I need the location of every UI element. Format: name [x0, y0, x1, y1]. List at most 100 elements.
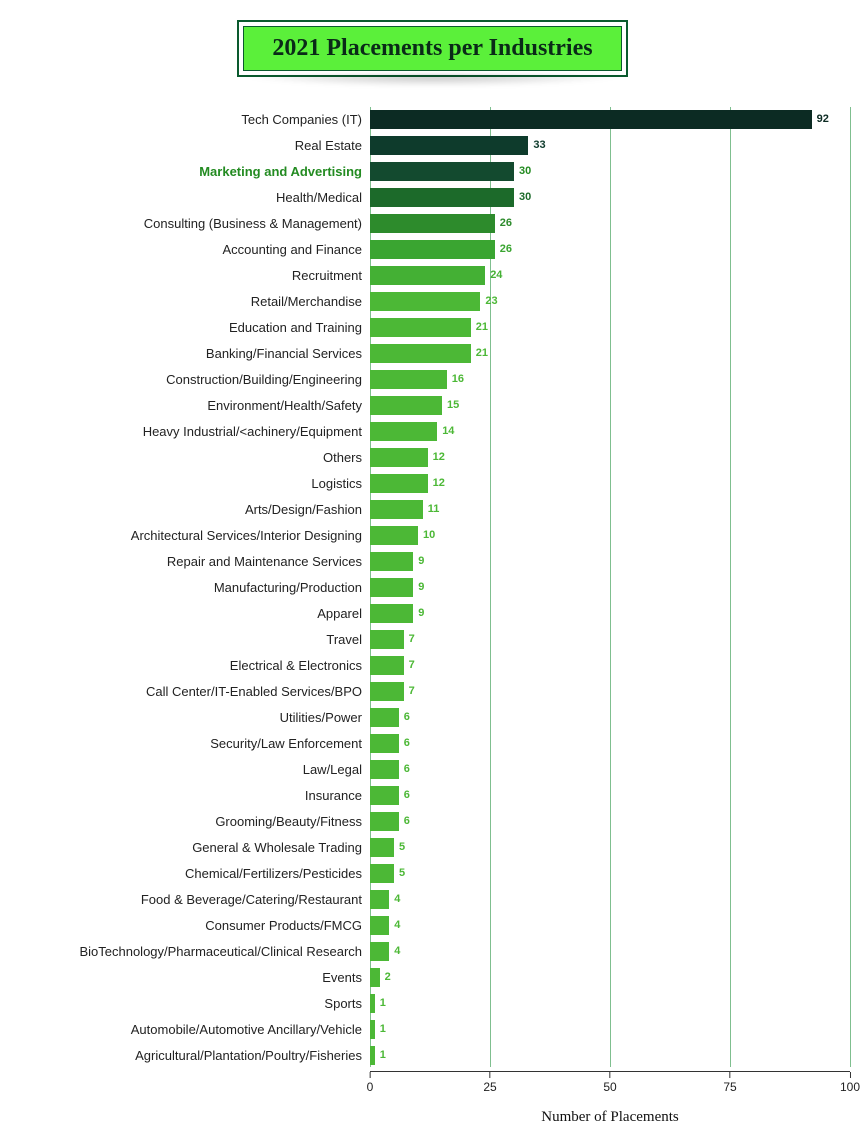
bar-row: Manufacturing/Production9 [370, 575, 850, 599]
bar-label: Electrical & Electronics [22, 658, 362, 673]
bar-row: Security/Law Enforcement6 [370, 731, 850, 755]
bar-row: Architectural Services/Interior Designin… [370, 523, 850, 547]
bar-label: Travel [22, 632, 362, 647]
bar-label: Marketing and Advertising [22, 164, 362, 179]
bar: 30 [370, 162, 514, 181]
bar-value: 2 [385, 971, 391, 983]
bar-label: Grooming/Beauty/Fitness [22, 814, 362, 829]
bar-row: Apparel9 [370, 601, 850, 625]
bar-value: 7 [409, 633, 415, 645]
bar-value: 26 [500, 243, 512, 255]
bar-row: Insurance6 [370, 783, 850, 807]
bar-row: Environment/Health/Safety15 [370, 393, 850, 417]
bar: 12 [370, 448, 428, 467]
bar: 24 [370, 266, 485, 285]
bar-label: Heavy Industrial/<achinery/Equipment [22, 424, 362, 439]
bar-label: Logistics [22, 476, 362, 491]
bar-label: Events [22, 970, 362, 985]
bar-value: 26 [500, 217, 512, 229]
bar-label: Consulting (Business & Management) [22, 216, 362, 231]
bar-value: 5 [399, 867, 405, 879]
bar-value: 9 [418, 581, 424, 593]
bar: 4 [370, 916, 389, 935]
gridline [850, 107, 851, 1067]
x-tick-mark [489, 1072, 490, 1078]
bar-label: Consumer Products/FMCG [22, 918, 362, 933]
bar: 21 [370, 344, 471, 363]
bar-row: Marketing and Advertising30 [370, 159, 850, 183]
bar-row: Health/Medical30 [370, 185, 850, 209]
x-tick-mark [850, 1072, 851, 1078]
bar-label: Environment/Health/Safety [22, 398, 362, 413]
bar-row: Accounting and Finance26 [370, 237, 850, 261]
bar-row: Chemical/Fertilizers/Pesticides5 [370, 861, 850, 885]
bar-value: 30 [519, 165, 531, 177]
bar: 9 [370, 604, 413, 623]
bar-label: Tech Companies (IT) [22, 112, 362, 127]
bar-value: 9 [418, 555, 424, 567]
bar-row: Construction/Building/Engineering16 [370, 367, 850, 391]
bar: 7 [370, 630, 404, 649]
bar-label: Banking/Financial Services [22, 346, 362, 361]
bar-row: BioTechnology/Pharmaceutical/Clinical Re… [370, 939, 850, 963]
bar-value: 6 [404, 789, 410, 801]
x-axis: 0255075100 [370, 1071, 850, 1095]
bar-value: 4 [394, 945, 400, 957]
bar-row: Food & Beverage/Catering/Restaurant4 [370, 887, 850, 911]
bar-value: 15 [447, 399, 459, 411]
bar: 92 [370, 110, 812, 129]
bar-label: Health/Medical [22, 190, 362, 205]
bar-row: Heavy Industrial/<achinery/Equipment14 [370, 419, 850, 443]
bar-value: 23 [485, 295, 497, 307]
x-tick: 100 [840, 1072, 860, 1094]
x-tick-mark [370, 1072, 371, 1078]
bar-label: Agricultural/Plantation/Poultry/Fisherie… [22, 1048, 362, 1063]
chart-area: Tech Companies (IT)92Real Estate33Market… [20, 107, 845, 1126]
x-tick: 0 [367, 1072, 374, 1094]
bar-value: 6 [404, 711, 410, 723]
bar-label: Real Estate [22, 138, 362, 153]
bar: 4 [370, 890, 389, 909]
bar: 7 [370, 656, 404, 675]
title-container: 2021 Placements per Industries [20, 20, 845, 77]
bar-value: 92 [817, 113, 829, 125]
bar-value: 9 [418, 607, 424, 619]
bar-label: Recruitment [22, 268, 362, 283]
bar-value: 24 [490, 269, 502, 281]
bar-row: Education and Training21 [370, 315, 850, 339]
bar: 1 [370, 1046, 375, 1065]
x-tick: 75 [723, 1072, 736, 1094]
bar: 4 [370, 942, 389, 961]
bar: 5 [370, 864, 394, 883]
x-tick-label: 25 [483, 1080, 496, 1094]
bar-value: 7 [409, 685, 415, 697]
x-axis-title: Number of Placements [370, 1109, 850, 1126]
bar-value: 30 [519, 191, 531, 203]
bar-label: General & Wholesale Trading [22, 840, 362, 855]
chart-title: 2021 Placements per Industries [243, 26, 621, 71]
bar-value: 1 [380, 1023, 386, 1035]
bar: 6 [370, 708, 399, 727]
x-tick-mark [609, 1072, 610, 1078]
bar-value: 16 [452, 373, 464, 385]
bar-row: Repair and Maintenance Services9 [370, 549, 850, 573]
bar: 7 [370, 682, 404, 701]
bar-label: Food & Beverage/Catering/Restaurant [22, 892, 362, 907]
bar-value: 1 [380, 997, 386, 1009]
x-tick: 25 [483, 1072, 496, 1094]
bar: 30 [370, 188, 514, 207]
bar-row: Tech Companies (IT)92 [370, 107, 850, 131]
bar-value: 6 [404, 815, 410, 827]
bar: 16 [370, 370, 447, 389]
bar-label: Call Center/IT-Enabled Services/BPO [22, 684, 362, 699]
x-tick-label: 0 [367, 1080, 374, 1094]
bar: 6 [370, 734, 399, 753]
bar-row: Real Estate33 [370, 133, 850, 157]
bar-value: 5 [399, 841, 405, 853]
bar-row: Retail/Merchandise23 [370, 289, 850, 313]
bar-value: 21 [476, 321, 488, 333]
bar-row: Sports1 [370, 991, 850, 1015]
bar-value: 6 [404, 763, 410, 775]
bar-label: Arts/Design/Fashion [22, 502, 362, 517]
bar: 2 [370, 968, 380, 987]
